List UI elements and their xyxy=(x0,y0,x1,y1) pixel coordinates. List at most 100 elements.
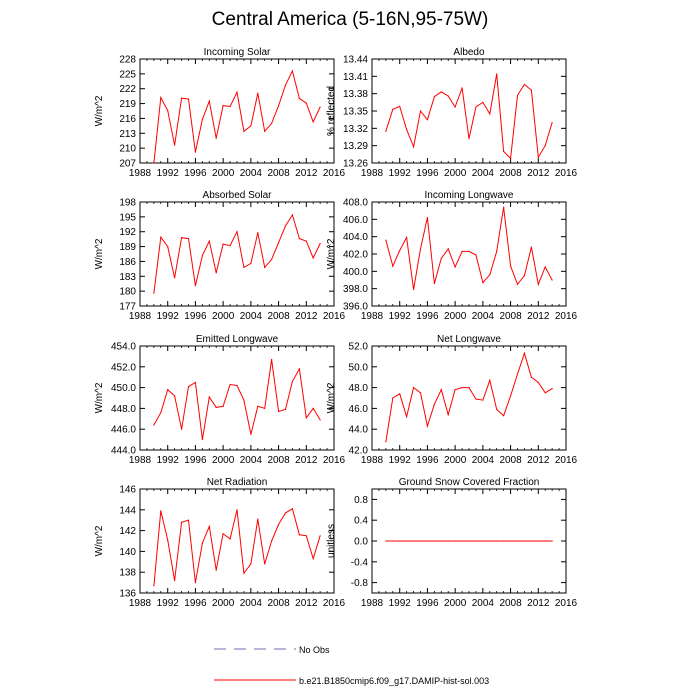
y-tick-label: 177 xyxy=(119,302,136,313)
y-tick-label: 192 xyxy=(119,227,136,238)
panel-title: Emitted Longwave xyxy=(196,334,279,345)
panels-group: Incoming Solar W/m^2 1988 1992 1996 2000 2004 2… xyxy=(94,47,578,609)
y-tick-label: 180 xyxy=(119,287,136,298)
y-tick-label: 13.26 xyxy=(343,159,368,170)
x-tick-label: 2004 xyxy=(240,168,263,179)
data-point xyxy=(537,540,539,542)
data-point xyxy=(461,540,463,542)
data-point xyxy=(312,121,314,123)
data-point xyxy=(516,283,519,285)
data-point xyxy=(243,130,245,132)
data-point xyxy=(201,439,203,441)
data-point xyxy=(399,393,401,395)
data-point xyxy=(229,383,231,386)
data-point xyxy=(433,282,435,285)
data-point xyxy=(298,534,300,536)
x-tick-label: 1992 xyxy=(157,455,180,466)
data-point xyxy=(523,352,526,354)
x-tick-label: 1992 xyxy=(389,598,412,609)
y-axis-label: W/m^2 xyxy=(94,95,105,126)
x-tick-label: 2012 xyxy=(295,455,318,466)
data-point xyxy=(201,254,203,257)
y-tick-label: -0.8 xyxy=(351,578,369,589)
data-point xyxy=(284,512,287,514)
data-point xyxy=(208,100,210,102)
data-point xyxy=(447,414,449,416)
x-tick-label: 1996 xyxy=(416,168,439,179)
data-point xyxy=(187,519,190,521)
y-tick-label: 213 xyxy=(119,129,136,140)
series-line xyxy=(153,508,321,586)
data-point xyxy=(167,245,169,248)
data-point xyxy=(468,138,470,140)
data-point xyxy=(284,408,287,411)
y-axis-label: W/m^2 xyxy=(326,238,337,269)
data-point xyxy=(551,540,553,542)
data-point xyxy=(419,392,422,394)
x-tick-label: 1992 xyxy=(157,598,180,609)
x-tick-label: 1988 xyxy=(129,311,152,322)
data-point xyxy=(257,518,259,520)
x-tick-label: 1996 xyxy=(184,598,207,609)
series-line xyxy=(153,359,321,440)
data-point xyxy=(509,395,512,397)
x-tick-label: 1996 xyxy=(184,168,207,179)
data-point xyxy=(187,238,190,240)
data-point xyxy=(426,217,429,219)
data-point xyxy=(385,540,387,542)
data-point xyxy=(215,272,217,274)
data-point xyxy=(399,540,401,542)
data-point xyxy=(544,266,546,268)
y-tick-label: 140 xyxy=(119,547,136,558)
x-tick-label: 2016 xyxy=(555,455,578,466)
data-point xyxy=(447,95,449,97)
panel-net-longwave: Net Longwave W/m^2 1988 1992 1996 2000 2004 200… xyxy=(326,334,578,466)
data-point xyxy=(250,262,252,265)
y-tick-label: 13.44 xyxy=(343,55,368,66)
data-point xyxy=(167,539,169,541)
data-point xyxy=(174,144,176,146)
data-point xyxy=(236,384,238,387)
legend-obs-label: No Obs xyxy=(299,645,330,655)
y-tick-label: 42.0 xyxy=(349,446,369,457)
data-point xyxy=(392,397,394,399)
data-point xyxy=(264,130,266,132)
plot-frame xyxy=(139,58,335,164)
y-tick-label: 186 xyxy=(119,257,136,268)
data-point xyxy=(312,257,314,259)
data-point xyxy=(243,266,245,268)
y-tick-label: 452.0 xyxy=(111,362,136,373)
data-point xyxy=(160,411,162,414)
data-point xyxy=(475,254,477,256)
y-tick-label: 13.29 xyxy=(343,141,368,152)
data-point xyxy=(489,113,491,115)
data-point xyxy=(392,108,394,110)
data-point xyxy=(482,101,484,103)
data-point xyxy=(482,399,484,401)
data-point xyxy=(544,540,546,542)
x-tick-label: 2012 xyxy=(527,455,550,466)
y-tick-label: 142 xyxy=(119,526,136,537)
x-tick-label: 2000 xyxy=(212,311,235,322)
data-point xyxy=(208,240,210,242)
data-point xyxy=(312,407,314,409)
y-tick-label: 52.0 xyxy=(349,342,369,353)
data-point xyxy=(419,248,422,250)
panel-incoming-longwave: Incoming Longwave W/m^2 1988 1992 1996 2000 20… xyxy=(326,190,578,322)
data-point xyxy=(180,97,183,99)
data-point xyxy=(271,122,273,124)
data-point xyxy=(503,150,505,153)
x-tick-label: 2000 xyxy=(212,168,235,179)
series-line xyxy=(153,213,321,294)
data-point xyxy=(426,540,429,542)
data-point xyxy=(291,380,294,382)
data-point xyxy=(447,540,449,542)
panel-title: Net Longwave xyxy=(437,334,501,345)
data-point xyxy=(489,379,491,381)
data-point xyxy=(264,563,266,565)
data-point xyxy=(277,242,280,244)
data-point xyxy=(257,232,259,234)
x-tick-label: 2004 xyxy=(472,311,495,322)
data-point xyxy=(305,102,307,104)
y-axis-label: W/m^2 xyxy=(326,382,337,413)
